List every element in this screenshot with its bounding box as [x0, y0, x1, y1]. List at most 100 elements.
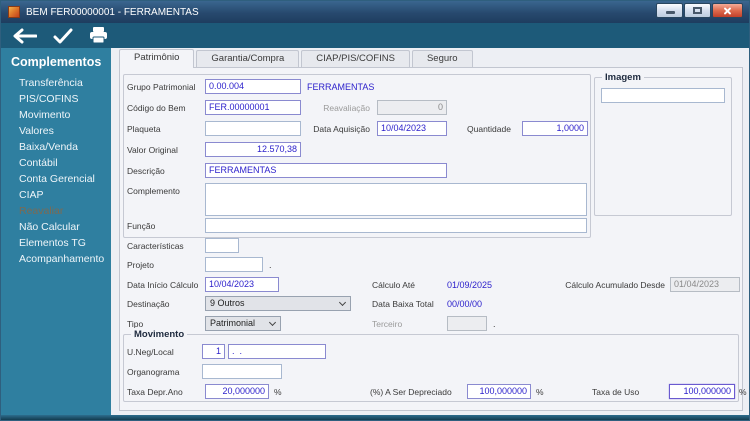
window-controls — [655, 3, 743, 18]
destinacao-label: Destinação — [127, 299, 170, 309]
taxa-de-uso-unit: % — [739, 387, 747, 397]
taxa-depr-ano-unit: % — [274, 387, 282, 397]
taxa-de-uso-field[interactable]: 100,000000 — [669, 384, 735, 399]
codigo-do-bem-field[interactable]: FER.00000001 — [205, 100, 301, 115]
movimento-group-label: Movimento — [131, 328, 188, 341]
organograma-field[interactable] — [202, 364, 282, 379]
sidebar-item-baixa-venda[interactable]: Baixa/Venda — [19, 141, 78, 153]
sidebar-item-pis-cofins[interactable]: PIS/COFINS — [19, 93, 79, 105]
content-area: Patrimônio Garantia/Compra CIAP/PIS/COFI… — [111, 48, 749, 415]
data-baixa-total-label: Data Baixa Total — [372, 299, 434, 309]
descricao-label: Descrição — [127, 166, 165, 176]
chevron-down-icon — [268, 318, 277, 327]
organograma-label: Organograma — [127, 367, 180, 377]
projeto-label: Projeto — [127, 260, 154, 270]
uneg-local-label: U.Neg/Local — [127, 347, 174, 357]
funcao-label: Função — [127, 221, 156, 231]
form-panel: Grupo Patrimonial 0.00.004 FERRAMENTAS C… — [119, 67, 747, 411]
sidebar-item-ciap[interactable]: CIAP — [19, 189, 44, 201]
quantidade-field[interactable]: 1,0000 — [522, 121, 588, 136]
local-field[interactable]: . . — [228, 344, 326, 359]
toolbar — [1, 23, 749, 48]
calculo-acumulado-desde-field: 01/04/2023 — [670, 277, 740, 292]
complemento-field[interactable] — [205, 183, 587, 216]
tab-bar: Patrimônio Garantia/Compra CIAP/PIS/COFI… — [119, 49, 475, 68]
data-aquisicao-field[interactable]: 10/04/2023 — [377, 121, 447, 136]
sidebar-item-transferencia[interactable]: Transferência — [19, 77, 83, 89]
sidebar-item-acompanhamento[interactable]: Acompanhamento — [19, 253, 105, 265]
close-icon — [722, 5, 733, 16]
tab-ciap-pis-cofins[interactable]: CIAP/PIS/COFINS — [301, 50, 410, 67]
caracteristicas-field[interactable] — [205, 238, 239, 253]
valor-original-field[interactable]: 12.570,38 — [205, 142, 301, 157]
tipo-label: Tipo — [127, 319, 144, 329]
sidebar-header: Complementos — [11, 55, 102, 69]
sidebar-item-nao-calcular[interactable]: Não Calcular — [19, 221, 80, 233]
data-aquisicao-label: Data Aquisição — [313, 124, 370, 134]
print-button[interactable] — [89, 27, 108, 44]
calculo-ate-label: Cálculo Até — [372, 280, 415, 290]
sidebar-item-movimento[interactable]: Movimento — [19, 109, 71, 121]
print-icon — [90, 27, 107, 44]
grupo-patrimonial-field[interactable]: 0.00.004 — [205, 79, 301, 94]
taxa-depr-ano-label: Taxa Depr.Ano — [127, 387, 183, 397]
a-ser-depreciado-label: (%) A Ser Depreciado — [370, 387, 452, 397]
data-inicio-calculo-field[interactable]: 10/04/2023 — [205, 277, 279, 292]
data-inicio-calculo-label: Data Início Cálculo — [127, 280, 199, 290]
plaqueta-field[interactable] — [205, 121, 301, 136]
imagem-group-label: Imagem — [602, 71, 644, 84]
minimize-button[interactable] — [656, 3, 683, 18]
caracteristicas-label: Características — [127, 241, 184, 251]
destinacao-dropdown[interactable]: 9 Outros — [205, 296, 351, 311]
imagem-field[interactable] — [601, 88, 725, 103]
descricao-field[interactable]: FERRAMENTAS — [205, 163, 447, 178]
valor-original-label: Valor Original — [127, 145, 178, 155]
maximize-button[interactable] — [684, 3, 711, 18]
complemento-label: Complemento — [127, 186, 180, 196]
window-bottom-border — [1, 415, 749, 420]
terceiro-label: Terceiro — [372, 319, 403, 329]
close-button[interactable] — [712, 3, 743, 18]
reavaliacao-field: 0 — [377, 100, 447, 115]
uneg-field[interactable]: 1 — [202, 344, 225, 359]
grupo-patrimonial-descricao: FERRAMENTAS — [307, 82, 375, 92]
grupo-patrimonial-label: Grupo Patrimonial — [127, 82, 196, 92]
titlebar: BEM FER00000001 - FERRAMENTAS — [1, 1, 749, 23]
quantidade-label: Quantidade — [467, 124, 511, 134]
sidebar-item-conta-gerencial[interactable]: Conta Gerencial — [19, 173, 95, 185]
calculo-ate-value: 01/09/2025 — [447, 280, 493, 290]
tipo-value: Patrimonial — [210, 318, 256, 328]
window-title: BEM FER00000001 - FERRAMENTAS — [26, 6, 199, 18]
sidebar-item-contabil[interactable]: Contábil — [19, 157, 58, 169]
data-baixa-total-value: 00/00/00 — [447, 299, 483, 309]
projeto-field[interactable] — [205, 257, 263, 272]
funcao-field[interactable] — [205, 218, 587, 233]
minimize-icon — [666, 11, 675, 14]
taxa-depr-ano-field[interactable]: 20,000000 — [205, 384, 269, 399]
check-icon — [53, 28, 73, 43]
chevron-down-icon — [338, 298, 347, 307]
terceiro-suffix: . — [493, 319, 496, 329]
taxa-de-uso-label: Taxa de Uso — [592, 387, 640, 397]
tab-seguro[interactable]: Seguro — [411, 50, 473, 67]
plaqueta-label: Plaqueta — [127, 124, 161, 134]
confirm-button[interactable] — [53, 28, 73, 44]
tipo-dropdown[interactable]: Patrimonial — [205, 316, 281, 331]
tab-garantia-compra[interactable]: Garantia/Compra — [196, 50, 300, 67]
a-ser-depreciado-unit: % — [536, 387, 544, 397]
main-fields-group — [123, 74, 591, 238]
movimento-group: Movimento — [123, 328, 739, 402]
calculo-acumulado-desde-label: Cálculo Acumulado Desde — [565, 280, 665, 290]
terceiro-field — [447, 316, 487, 331]
back-button[interactable] — [11, 28, 37, 44]
tab-patrimonio[interactable]: Patrimônio — [119, 49, 195, 68]
app-icon — [8, 6, 20, 18]
sidebar: Complementos Transferência PIS/COFINS Mo… — [1, 48, 111, 415]
a-ser-depreciado-field[interactable]: 100,000000 — [467, 384, 531, 399]
destinacao-value: 9 Outros — [210, 298, 245, 308]
sidebar-item-valores[interactable]: Valores — [19, 125, 54, 137]
sidebar-item-elementos-tg[interactable]: Elementos TG — [19, 237, 86, 249]
sidebar-item-reavaliar: Reavaliar — [19, 205, 64, 217]
imagem-group: Imagem — [594, 71, 732, 216]
